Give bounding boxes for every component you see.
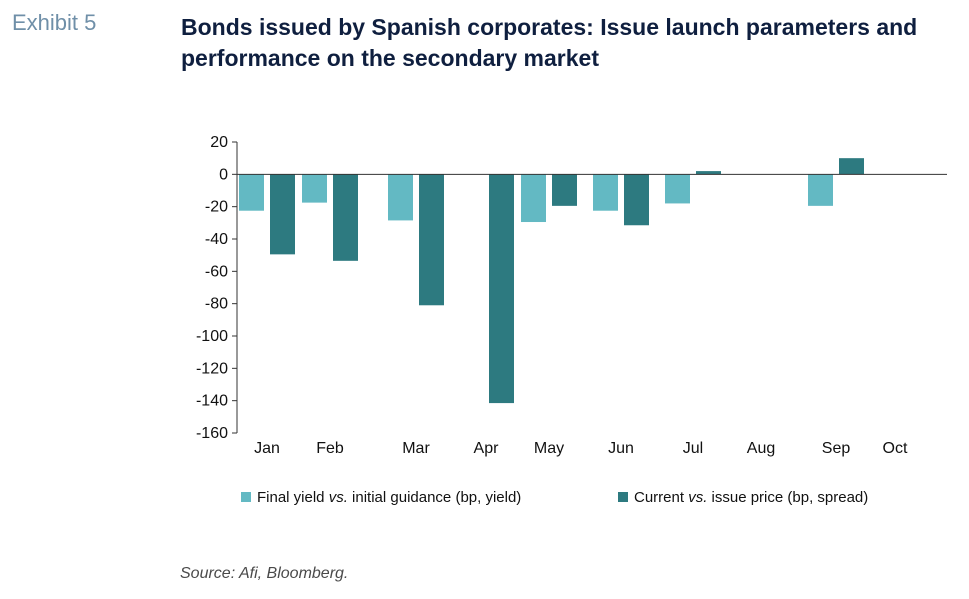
y-tick-label: -100 <box>196 328 228 345</box>
x-tick-label: Jan <box>254 440 280 457</box>
bar-current-vs-issue-jun <box>624 174 649 226</box>
bar-final-yield-jan <box>239 174 264 211</box>
bar-current-vs-issue-may <box>552 174 577 206</box>
y-tick-label: -20 <box>205 199 228 216</box>
y-tick-label: -140 <box>196 393 228 410</box>
x-tick-label: Oct <box>883 440 908 457</box>
x-axis: Jan Feb Mar Apr May Jun Jul Aug Sep Oct <box>254 440 908 457</box>
bars-group <box>239 158 864 404</box>
bar-current-vs-issue-mar <box>419 174 444 306</box>
y-axis: 20 0 -20 -40 -60 -80 -100 -120 -140 -160 <box>196 134 237 442</box>
bar-final-yield-sep <box>808 174 833 206</box>
bar-current-vs-issue-jul <box>696 171 721 175</box>
y-tick-label: 0 <box>219 166 228 183</box>
y-tick-label: -80 <box>205 296 228 313</box>
legend: Final yield vs. initial guidance (bp, yi… <box>241 489 868 506</box>
x-tick-label: Sep <box>822 440 851 457</box>
y-tick-label: -120 <box>196 360 228 377</box>
y-tick-label: 20 <box>210 134 228 151</box>
y-tick-label: -40 <box>205 231 228 248</box>
source-note: Source: Afi, Bloomberg. <box>180 565 349 582</box>
x-tick-label: Aug <box>747 440 775 457</box>
bar-final-yield-jul <box>665 174 690 204</box>
x-tick-label: Apr <box>474 440 500 457</box>
y-tick-label: -160 <box>196 425 228 442</box>
bar-current-vs-issue-sep <box>839 158 864 175</box>
x-tick-label: May <box>534 440 564 457</box>
bar-final-yield-mar <box>388 174 413 221</box>
x-tick-label: Feb <box>316 440 344 457</box>
x-tick-label: Mar <box>402 440 430 457</box>
x-tick-label: Jun <box>608 440 634 457</box>
bar-current-vs-issue-jan <box>270 174 295 255</box>
bar-final-yield-feb <box>302 174 327 203</box>
bar-current-vs-issue-apr <box>489 174 514 404</box>
legend-swatch <box>618 492 628 502</box>
y-tick-label: -60 <box>205 263 228 280</box>
legend-label: Current vs. issue price (bp, spread) <box>634 489 868 506</box>
bar-final-yield-jun <box>593 174 618 211</box>
axes-lines <box>236 142 947 433</box>
legend-swatch <box>241 492 251 502</box>
chart-title: Bonds issued by Spanish corporates: Issu… <box>181 14 918 71</box>
bar-current-vs-issue-feb <box>333 174 358 261</box>
bar-final-yield-may <box>521 174 546 223</box>
legend-label: Final yield vs. initial guidance (bp, yi… <box>257 489 521 506</box>
x-tick-label: Jul <box>683 440 703 457</box>
exhibit-label: Exhibit 5 <box>12 10 97 35</box>
